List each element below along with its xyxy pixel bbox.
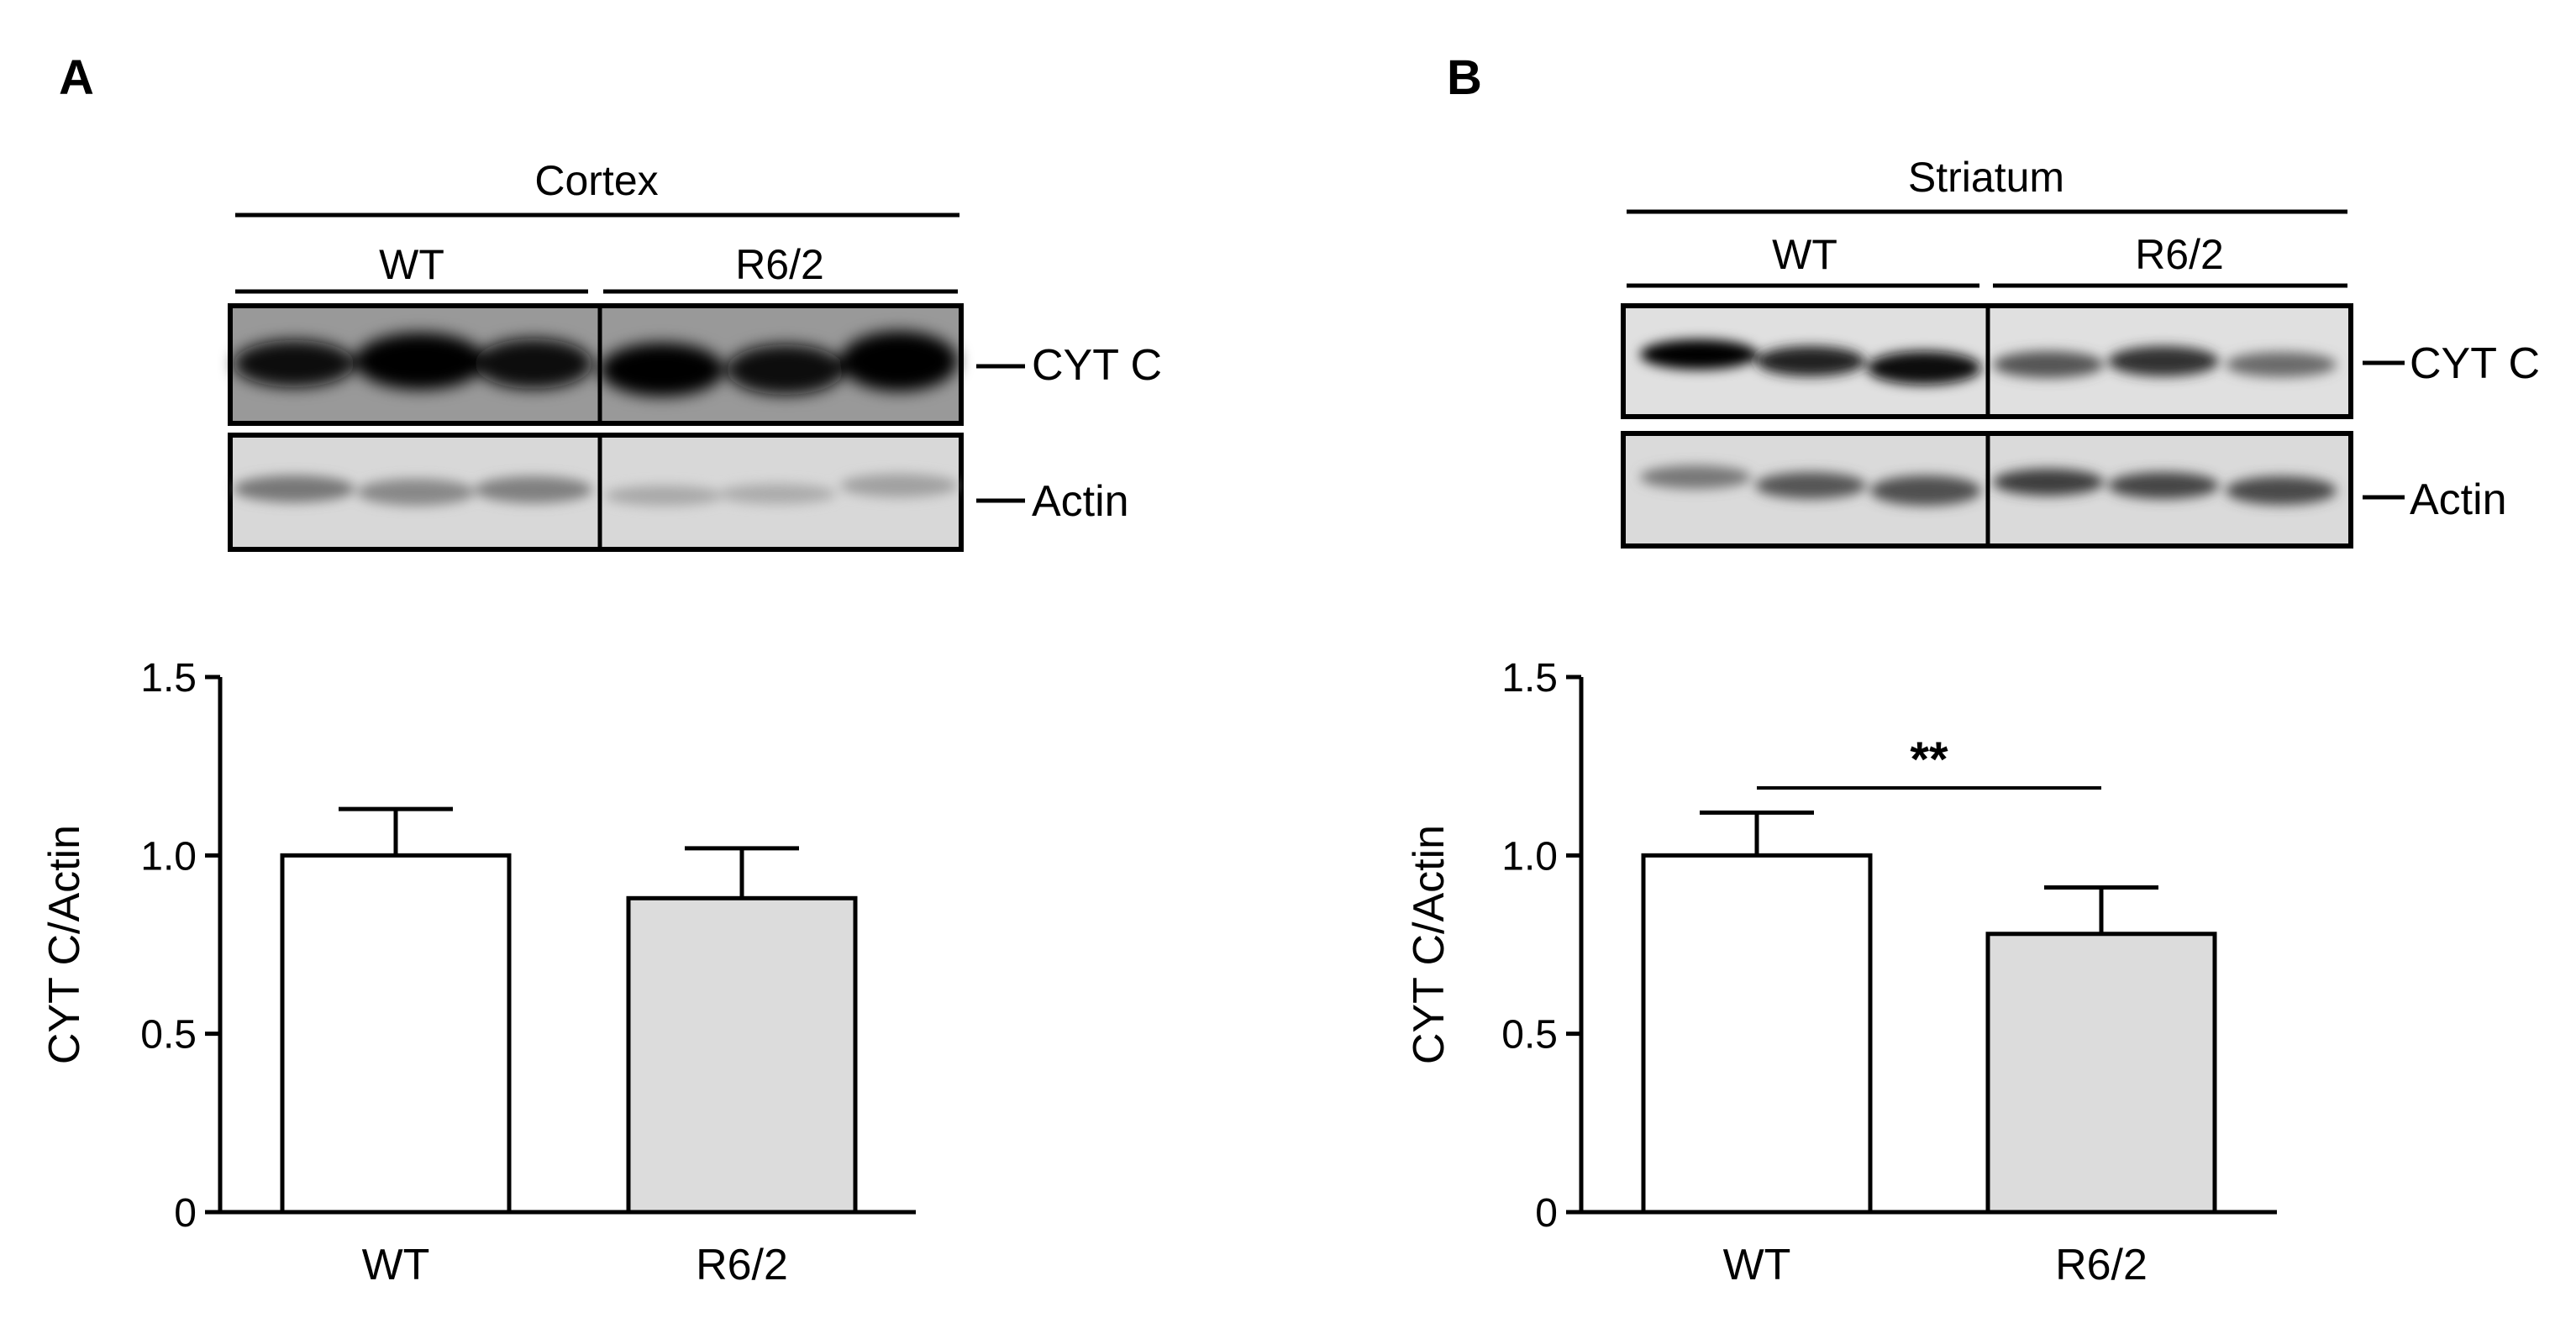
- blot-image-b-cytc: [1621, 303, 2353, 419]
- blot-group-label-a-wt: WT: [379, 241, 444, 288]
- bar-a-1: [626, 895, 858, 1215]
- bar-a-0: [280, 853, 512, 1215]
- bar-b-0: [1641, 853, 1873, 1215]
- blot-image-b-actin: [1621, 431, 2353, 549]
- y-axis-label-b: CYT C/Actin: [1405, 825, 1454, 1064]
- panel-letter-a: A: [59, 50, 94, 105]
- y-tick-label-b-3: 1.5: [1501, 656, 1558, 701]
- band-label-b-actin: Actin: [2410, 475, 2507, 524]
- blot-region-label-a: Cortex: [534, 157, 658, 204]
- blot-image-a-actin: [228, 433, 964, 552]
- y-tick-label-b-1: 0.5: [1501, 1013, 1558, 1058]
- y-tick-label-b-2: 1.0: [1501, 834, 1558, 879]
- blot-region-label-b: Striatum: [1908, 154, 2064, 201]
- bar-chart-a: 0 0.5 1.0 1.5 CYT C/Actin WT R6/2: [40, 656, 916, 1289]
- bar-b-1: [1985, 932, 2217, 1215]
- band-label-b-cytc: CYT C: [2410, 339, 2540, 388]
- y-axis-label-a: CYT C/Actin: [40, 825, 89, 1064]
- panel-a: A Cortex WT R6/2 CYT C: [40, 50, 1162, 1289]
- x-tick-label-b-0: WT: [1723, 1241, 1791, 1289]
- y-tick-label-a-2: 1.0: [140, 834, 197, 879]
- blot-group-label-b-wt: WT: [1772, 231, 1837, 278]
- blot-group-label-b-r62: R6/2: [2135, 231, 2224, 278]
- x-tick-label-b-1: R6/2: [2055, 1241, 2148, 1289]
- panel-letter-b: B: [1447, 50, 1482, 105]
- band-label-a-cytc: CYT C: [1032, 341, 1162, 390]
- band-label-a-actin: Actin: [1032, 477, 1129, 526]
- x-tick-label-a-1: R6/2: [696, 1241, 788, 1289]
- significance-label-b: **: [1910, 732, 1948, 787]
- x-tick-label-a-0: WT: [362, 1241, 430, 1289]
- y-tick-label-a-0: 0: [174, 1191, 197, 1236]
- y-tick-label-a-1: 0.5: [140, 1013, 197, 1058]
- y-tick-label-a-3: 1.5: [140, 656, 197, 701]
- blot-image-a-cytc: [228, 303, 964, 426]
- bar-chart-b: 0 0.5 1.0 1.5 CYT C/Actin WT R6/2 **: [1405, 656, 2277, 1289]
- blot-group-label-a-r62: R6/2: [735, 241, 824, 288]
- panel-b: B Striatum WT R6/2 CYT C: [1405, 50, 2540, 1289]
- y-tick-label-b-0: 0: [1535, 1191, 1558, 1236]
